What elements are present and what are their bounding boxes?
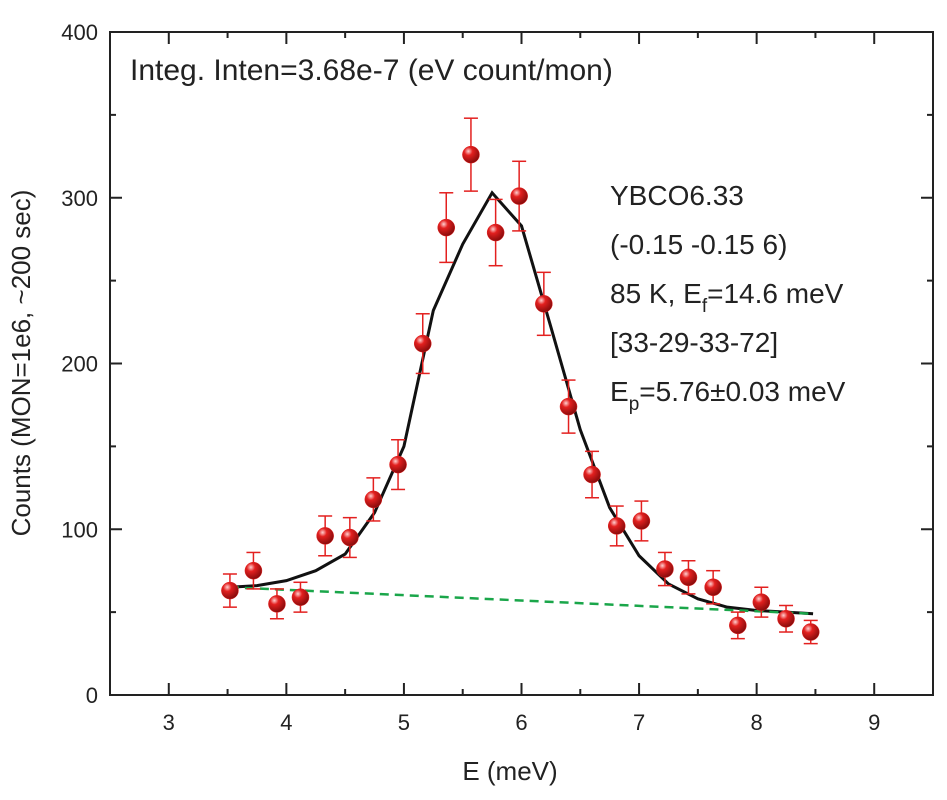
- x-tick-label: 9: [868, 710, 880, 735]
- data-point: [244, 561, 263, 580]
- x-tick-label: 3: [163, 710, 175, 735]
- data-point: [486, 223, 505, 242]
- y-tick-label: 200: [61, 352, 98, 377]
- data-point: [462, 145, 480, 164]
- x-tick-label: 4: [280, 710, 292, 735]
- annotation: (-0.15 -0.15 6): [610, 229, 787, 260]
- annotation-subscript: f: [702, 296, 708, 317]
- data-point: [316, 527, 334, 545]
- annotation: 85 K, Ef=14.6 meV: [610, 278, 844, 317]
- data-point: [752, 593, 771, 611]
- data-point: [389, 455, 407, 474]
- data-point: [801, 623, 820, 641]
- data-point: [729, 616, 747, 635]
- y-tick-label: 300: [61, 186, 98, 211]
- data-point: [341, 528, 359, 547]
- annotation-text: 85 K, E: [610, 278, 702, 309]
- annotation-text: (-0.15 -0.15 6): [610, 229, 787, 260]
- x-tick-label: 6: [515, 710, 527, 735]
- annotation-text: YBCO6.33: [610, 180, 744, 211]
- x-tick-label: 8: [751, 710, 763, 735]
- data-point: [535, 295, 553, 313]
- y-tick-label: 400: [61, 20, 98, 45]
- data-point: [413, 334, 432, 353]
- data-point: [632, 512, 651, 530]
- data-point: [221, 581, 239, 600]
- chart-title: Integ. Inten=3.68e-7 (eV count/mon): [130, 54, 613, 87]
- data-point: [510, 187, 528, 205]
- data-point: [607, 517, 626, 535]
- x-axis-label: E (meV): [462, 756, 557, 786]
- data-point: [437, 218, 456, 237]
- annotation-text: =14.6 meV: [707, 278, 844, 309]
- data-point: [364, 490, 383, 509]
- annotation-text: [33-29-33-72]: [610, 327, 778, 358]
- annotation: YBCO6.33: [610, 180, 744, 211]
- y-axis-label: Counts (MON=1e6, ~200 sec): [6, 190, 36, 537]
- annotation-text: E: [610, 376, 629, 407]
- annotation: [33-29-33-72]: [610, 327, 778, 358]
- annotation-text: =5.76±0.03 meV: [639, 376, 845, 407]
- y-tick-label: 0: [86, 683, 98, 708]
- y-tick-label: 100: [61, 517, 98, 542]
- data-point: [268, 595, 286, 613]
- data-point: [583, 465, 601, 484]
- data-point: [559, 397, 578, 416]
- data-point: [291, 588, 310, 606]
- x-tick-label: 5: [398, 710, 410, 735]
- data-point: [656, 560, 674, 578]
- annotation-subscript: p: [629, 394, 640, 415]
- data-point: [679, 568, 698, 587]
- data-point: [777, 610, 795, 628]
- annotation: Ep=5.76±0.03 meV: [610, 376, 846, 415]
- x-tick-label: 7: [633, 710, 645, 735]
- background-line: [229, 586, 814, 616]
- data-point: [704, 578, 722, 597]
